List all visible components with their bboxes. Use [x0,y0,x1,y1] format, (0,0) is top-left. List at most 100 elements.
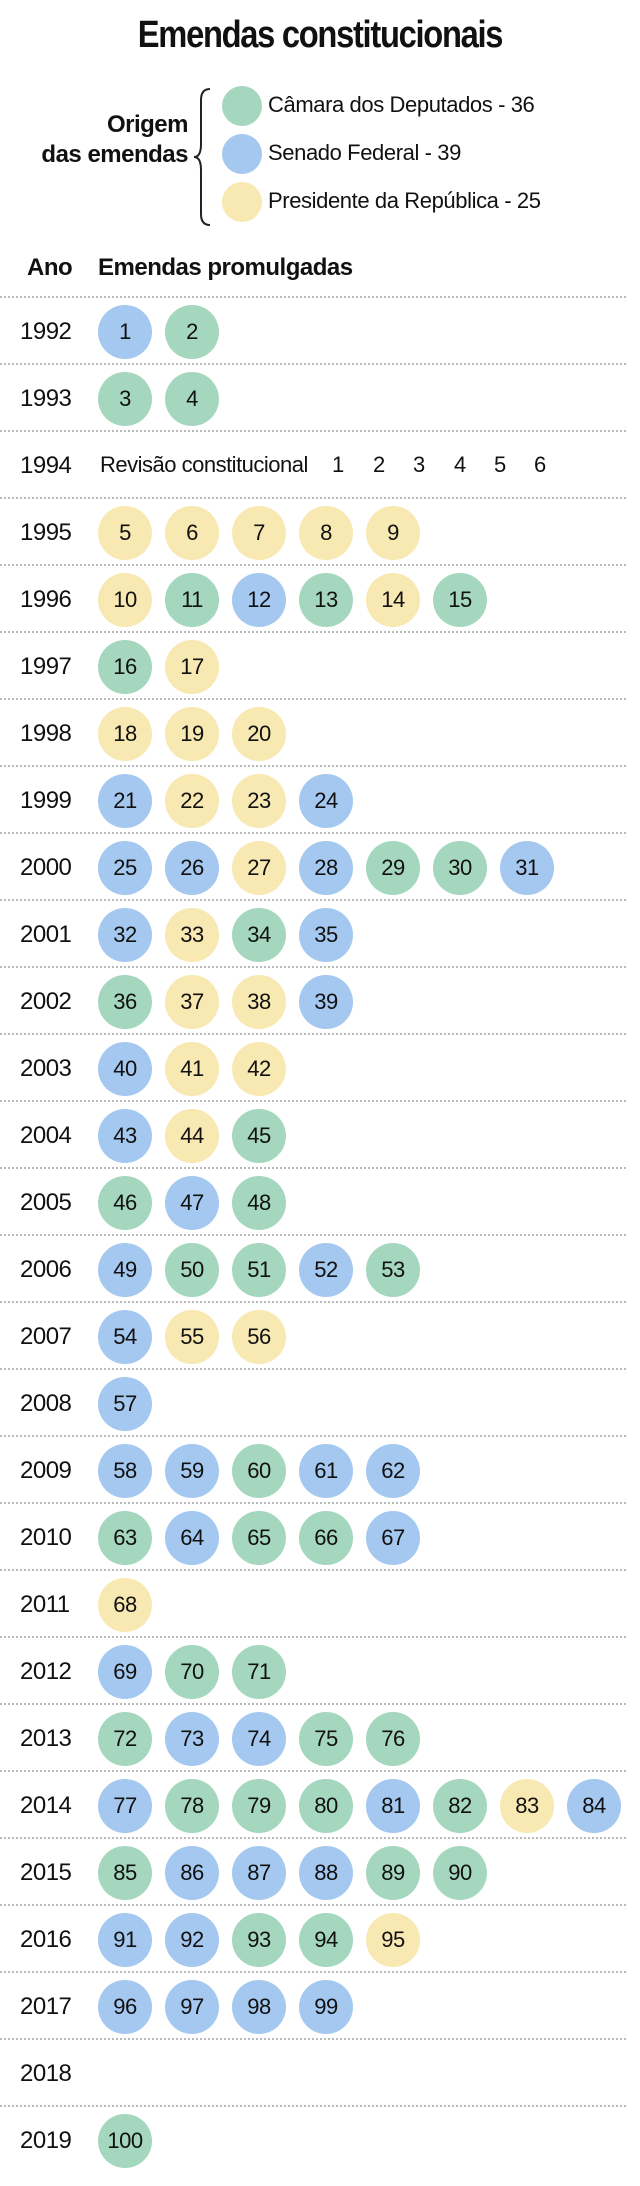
amendment-circle: 39 [299,975,353,1029]
table-row: 2019 100 [0,2105,626,2174]
amendment-circle: 21 [98,774,152,828]
year-label: 2015 [20,1859,72,1886]
amendment-circle: 47 [165,1176,219,1230]
year-label: 2001 [20,921,72,948]
amendment-circle: 95 [366,1913,420,1967]
amendment-circle: 85 [98,1846,152,1900]
table-row: 1992 1 2 [0,296,626,365]
revision-number: 3 [413,452,426,477]
amendment-circle: 44 [165,1109,219,1163]
year-label: 1992 [20,318,72,345]
year-label: 1997 [20,653,72,680]
legend-dot-senado [222,134,262,174]
amendment-circle: 31 [500,841,554,895]
year-label: 2005 [20,1189,72,1216]
amendment-circle: 9 [366,506,420,560]
amendment-circle: 34 [232,908,286,962]
amendment-circle: 74 [232,1712,286,1766]
table-row: 2017 96 97 98 99 [0,1971,626,2040]
amendment-circle: 5 [98,506,152,560]
year-label: 2011 [20,1591,70,1618]
amendment-circle: 69 [98,1645,152,1699]
amendment-circle: 10 [98,573,152,627]
year-label: 1993 [20,385,72,412]
year-label: 2012 [20,1658,72,1685]
year-label: 2006 [20,1256,72,1283]
amendment-circle: 16 [98,640,152,694]
amendment-circle: 43 [98,1109,152,1163]
amendment-circle: 7 [232,506,286,560]
amendment-circle: 24 [299,774,353,828]
amendment-circle: 3 [98,372,152,426]
table-row: 1995 5 6 7 8 9 [0,497,626,566]
amendment-circle: 66 [299,1511,353,1565]
year-label: 1995 [20,519,72,546]
year-label: 2017 [20,1993,72,2020]
amendment-circle: 4 [165,372,219,426]
amendment-circle: 91 [98,1913,152,1967]
amendment-circle: 76 [366,1712,420,1766]
legend-dot-camara [222,86,262,126]
amendment-circle: 75 [299,1712,353,1766]
table-row: 2014 77 78 79 80 81 82 83 84 [0,1770,626,1839]
table-row: 2010 63 64 65 66 67 [0,1502,626,1571]
year-label: 2013 [20,1725,72,1752]
table-row: 2000 25 26 27 28 29 30 31 [0,832,626,901]
amendment-circle: 19 [165,707,219,761]
year-label: 2018 [20,2060,72,2087]
table-row: 2007 54 55 56 [0,1301,626,1370]
revision-number: 1 [332,452,345,477]
table-row: 2004 43 44 45 [0,1100,626,1169]
amendment-circle: 38 [232,975,286,1029]
amendment-circle: 22 [165,774,219,828]
year-label: 2004 [20,1122,72,1149]
amendment-circle: 94 [299,1913,353,1967]
amendment-circle: 87 [232,1846,286,1900]
amendment-circle: 71 [232,1645,286,1699]
amendment-circle: 86 [165,1846,219,1900]
legend-label: Origem das emendas [38,110,188,170]
revision-number: 2 [373,452,386,477]
table-row: 2008 57 [0,1368,626,1437]
table-row: 2009 58 59 60 61 62 [0,1435,626,1504]
amendment-circle: 11 [165,573,219,627]
amendment-circle: 49 [98,1243,152,1297]
page-title: Emendas constitucionais [137,14,504,56]
amendment-circle: 46 [98,1176,152,1230]
year-label: 2003 [20,1055,72,1082]
year-label: 2002 [20,988,72,1015]
table-row: 2018 [0,2038,626,2107]
amendment-circle: 96 [98,1980,152,2034]
year-label: 2010 [20,1524,72,1551]
amendment-circle: 36 [98,975,152,1029]
table-row: 2012 69 70 71 [0,1636,626,1705]
amendment-circle: 100 [98,2114,152,2168]
year-label: 2016 [20,1926,72,1953]
amendment-circle: 83 [500,1779,554,1833]
amendment-circle: 80 [299,1779,353,1833]
revision-number: 5 [494,452,507,477]
amendment-circle: 35 [299,908,353,962]
amendment-circle: 68 [98,1578,152,1632]
amendment-circle: 1 [98,305,152,359]
table-row: 2015 85 86 87 88 89 90 [0,1837,626,1906]
year-label: 2000 [20,854,72,881]
amendment-circle: 48 [232,1176,286,1230]
year-label: 2008 [20,1390,72,1417]
amendment-circle: 51 [232,1243,286,1297]
amendment-circle: 29 [366,841,420,895]
amendment-circle: 92 [165,1913,219,1967]
amendment-circle: 27 [232,841,286,895]
amendment-circle: 53 [366,1243,420,1297]
legend-label-line2: das emendas [41,141,188,168]
legend-label-line1: Origem [106,111,189,138]
table-row: 1996 10 11 12 13 14 15 [0,564,626,633]
amendment-circle: 81 [366,1779,420,1833]
amendment-circle: 37 [165,975,219,1029]
amendment-circle: 61 [299,1444,353,1498]
amendment-circle: 63 [98,1511,152,1565]
column-header-year: Ano [27,254,73,281]
amendment-circle: 18 [98,707,152,761]
amendment-circle: 32 [98,908,152,962]
year-label: 2007 [20,1323,72,1350]
